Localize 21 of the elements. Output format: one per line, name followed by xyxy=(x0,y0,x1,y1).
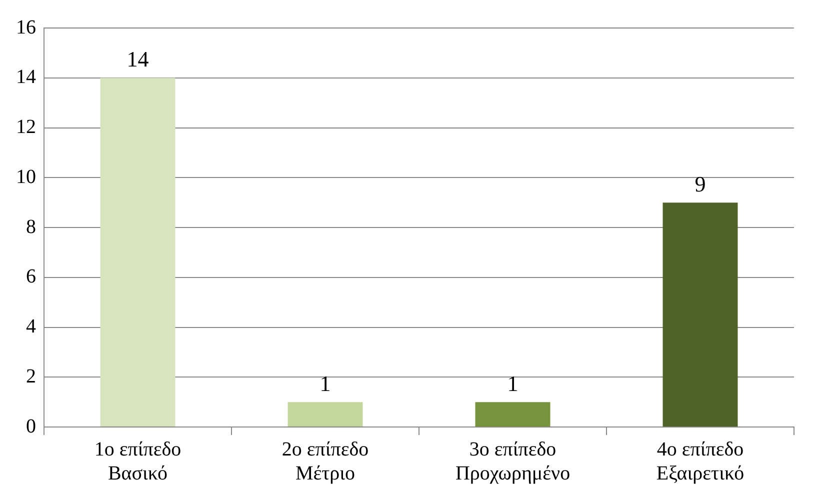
data-label: 1 xyxy=(507,370,518,396)
bar xyxy=(100,78,176,426)
y-tick-label: 10 xyxy=(16,166,36,188)
data-label: 1 xyxy=(320,370,331,396)
x-tick-label: 3ο επίπεδο Προχωρημένο xyxy=(455,438,570,484)
data-label: 9 xyxy=(694,171,706,196)
y-tick-label: 8 xyxy=(26,216,36,238)
y-tick-label: 12 xyxy=(16,116,36,138)
data-label: 14 xyxy=(126,46,149,72)
y-tick-label: 2 xyxy=(26,365,36,388)
x-tick-label: 1ο επίπεδο Βασικό xyxy=(94,438,182,484)
x-tick-label: 2ο επίπεδο Μέτριο xyxy=(282,438,369,484)
y-tick-label: 0 xyxy=(26,415,36,438)
y-tick-label: 14 xyxy=(16,66,36,88)
y-tick-label: 6 xyxy=(26,266,36,288)
bar xyxy=(288,402,363,426)
bar xyxy=(475,402,550,426)
y-tick-label: 4 xyxy=(26,316,36,338)
y-tick-label: 16 xyxy=(16,16,36,38)
x-tick-label: 4ο επίπεδο Εξαιρετικό xyxy=(656,438,744,484)
bar xyxy=(662,202,738,426)
